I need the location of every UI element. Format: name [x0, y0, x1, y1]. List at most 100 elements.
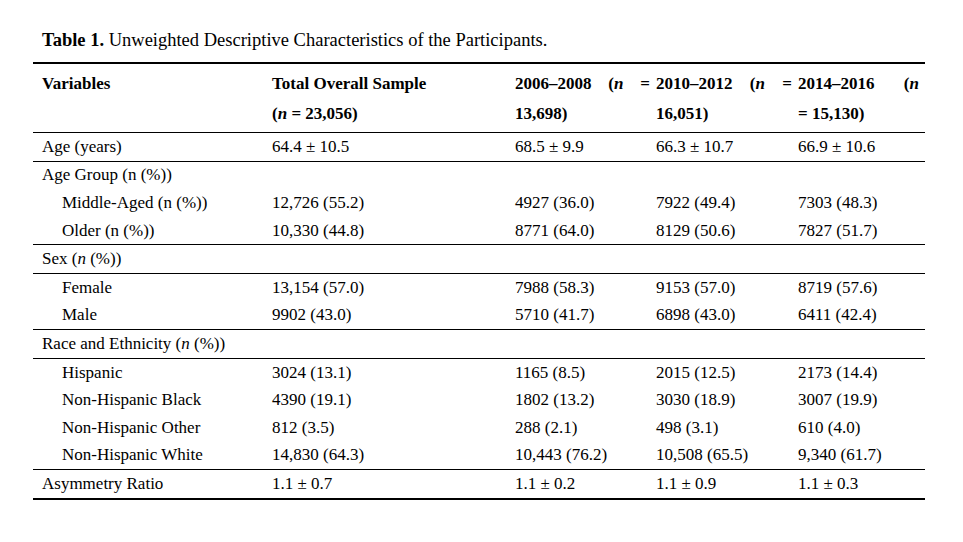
- cell-value: 8129 (50.6): [656, 217, 798, 245]
- cell-value: 9902 (43.0): [272, 302, 515, 330]
- cell-value: [272, 245, 515, 274]
- cell-value: 3030 (18.9): [656, 386, 798, 414]
- table-row: Asymmetry Ratio1.1 ± 0.71.1 ± 0.21.1 ± 0…: [33, 470, 925, 499]
- variable-label: Non-Hispanic Black: [33, 386, 272, 414]
- variable-label: Male: [33, 302, 272, 330]
- cell-value: 10,508 (65.5): [656, 442, 798, 470]
- cell-value: 5710 (41.7): [515, 302, 656, 330]
- cell-value: 13,154 (57.0): [272, 273, 515, 301]
- cell-value: 3024 (13.1): [272, 358, 515, 386]
- cell-value: [656, 330, 798, 359]
- cell-value: 1165 (8.5): [515, 358, 656, 386]
- variable-label: Hispanic: [33, 358, 272, 386]
- cell-value: 610 (4.0): [798, 414, 925, 442]
- table-row: Middle-Aged (n (%))12,726 (55.2)4927 (36…: [33, 189, 925, 217]
- cell-value: 6411 (42.4): [798, 302, 925, 330]
- cell-value: 7922 (49.4): [656, 189, 798, 217]
- cell-value: 7827 (51.7): [798, 217, 925, 245]
- cell-value: 812 (3.5): [272, 414, 515, 442]
- cell-value: 7988 (58.3): [515, 273, 656, 301]
- cell-value: [798, 330, 925, 359]
- variable-label: Age Group (n (%)): [33, 161, 272, 189]
- cell-value: 8719 (57.6): [798, 273, 925, 301]
- cell-value: 4927 (36.0): [515, 189, 656, 217]
- column-header-line: 2010–2012 (n =: [656, 69, 792, 99]
- column-header-total-overall-sample: Total Overall Sample(n = 23,056): [272, 63, 515, 133]
- cell-value: 1.1 ± 0.3: [798, 470, 925, 499]
- cell-value: [272, 161, 515, 189]
- cell-value: 64.4 ± 10.5: [272, 133, 515, 162]
- cell-value: 9,340 (61.7): [798, 442, 925, 470]
- table-row: Non-Hispanic White14,830 (64.3)10,443 (7…: [33, 442, 925, 470]
- cell-value: 498 (3.1): [656, 414, 798, 442]
- cell-value: 8771 (64.0): [515, 217, 656, 245]
- cell-value: 2015 (12.5): [656, 358, 798, 386]
- variable-label: Sex (n (%)): [33, 245, 272, 274]
- cell-value: [656, 245, 798, 274]
- variable-label: Older (n (%)): [33, 217, 272, 245]
- table-row: Sex (n (%)): [33, 245, 925, 274]
- cell-value: 1.1 ± 0.2: [515, 470, 656, 499]
- cell-value: [515, 161, 656, 189]
- cell-value: [515, 330, 656, 359]
- column-header-2006-2008: 2006–2008 (n =13,698): [515, 63, 656, 133]
- cell-value: [515, 245, 656, 274]
- cell-value: 7303 (48.3): [798, 189, 925, 217]
- table-row: Age (years)64.4 ± 10.568.5 ± 9.966.3 ± 1…: [33, 133, 925, 162]
- table-row: Age Group (n (%)): [33, 161, 925, 189]
- cell-value: 288 (2.1): [515, 414, 656, 442]
- table-row: Older (n (%))10,330 (44.8)8771 (64.0)812…: [33, 217, 925, 245]
- cell-value: 1.1 ± 0.7: [272, 470, 515, 499]
- column-header-line: = 15,130): [798, 99, 919, 129]
- variable-label: Race and Ethnicity (n (%)): [33, 330, 272, 359]
- cell-value: 2173 (14.4): [798, 358, 925, 386]
- descriptive-characteristics-table: VariablesTotal Overall Sample(n = 23,056…: [33, 62, 925, 500]
- column-header-line: Variables: [42, 69, 266, 99]
- cell-value: 6898 (43.0): [656, 302, 798, 330]
- table-header: VariablesTotal Overall Sample(n = 23,056…: [33, 63, 925, 133]
- table-row: Female13,154 (57.0)7988 (58.3)9153 (57.0…: [33, 273, 925, 301]
- column-header-line: 16,051): [656, 99, 792, 129]
- table-caption-number: Table 1.: [42, 30, 104, 50]
- cell-value: [656, 161, 798, 189]
- cell-value: [272, 330, 515, 359]
- header-row: VariablesTotal Overall Sample(n = 23,056…: [33, 63, 925, 133]
- cell-value: [798, 245, 925, 274]
- cell-value: 10,330 (44.8): [272, 217, 515, 245]
- table-caption-title: Unweighted Descriptive Characteristics o…: [104, 30, 547, 50]
- cell-value: 4390 (19.1): [272, 386, 515, 414]
- column-header-variables: Variables: [33, 63, 272, 133]
- cell-value: 66.3 ± 10.7: [656, 133, 798, 162]
- variable-label: Non-Hispanic Other: [33, 414, 272, 442]
- column-header-line: Total Overall Sample: [272, 69, 509, 99]
- variable-label: Asymmetry Ratio: [33, 470, 272, 499]
- table-body: Age (years)64.4 ± 10.568.5 ± 9.966.3 ± 1…: [33, 133, 925, 499]
- table-row: Non-Hispanic Black4390 (19.1)1802 (13.2)…: [33, 386, 925, 414]
- variable-label: Female: [33, 273, 272, 301]
- column-header-2010-2012: 2010–2012 (n =16,051): [656, 63, 798, 133]
- cell-value: 68.5 ± 9.9: [515, 133, 656, 162]
- variable-label: Middle-Aged (n (%)): [33, 189, 272, 217]
- table-row: Race and Ethnicity (n (%)): [33, 330, 925, 359]
- cell-value: 9153 (57.0): [656, 273, 798, 301]
- cell-value: 1802 (13.2): [515, 386, 656, 414]
- table-row: Male9902 (43.0)5710 (41.7)6898 (43.0)641…: [33, 302, 925, 330]
- cell-value: 14,830 (64.3): [272, 442, 515, 470]
- cell-value: 1.1 ± 0.9: [656, 470, 798, 499]
- column-header-line: 13,698): [515, 99, 650, 129]
- table-caption: Table 1. Unweighted Descriptive Characte…: [42, 28, 925, 62]
- cell-value: 66.9 ± 10.6: [798, 133, 925, 162]
- column-header-line: 2014–2016 (n: [798, 69, 919, 99]
- column-header-2014-2016: 2014–2016 (n= 15,130): [798, 63, 925, 133]
- variable-label: Age (years): [33, 133, 272, 162]
- variable-label: Non-Hispanic White: [33, 442, 272, 470]
- table-row: Hispanic3024 (13.1)1165 (8.5)2015 (12.5)…: [33, 358, 925, 386]
- cell-value: 12,726 (55.2): [272, 189, 515, 217]
- column-header-line: 2006–2008 (n =: [515, 69, 650, 99]
- cell-value: 10,443 (76.2): [515, 442, 656, 470]
- cell-value: 3007 (19.9): [798, 386, 925, 414]
- column-header-line: (n = 23,056): [272, 99, 509, 129]
- table-row: Non-Hispanic Other812 (3.5)288 (2.1)498 …: [33, 414, 925, 442]
- paper-page: Table 1. Unweighted Descriptive Characte…: [0, 0, 963, 500]
- cell-value: [798, 161, 925, 189]
